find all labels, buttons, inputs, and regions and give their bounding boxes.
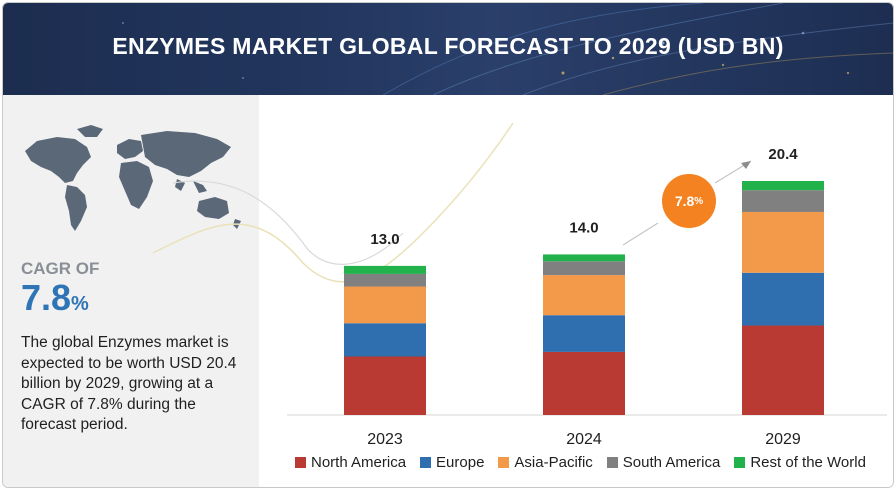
badge-percent-sign: % (694, 195, 704, 207)
page-title: ENZYMES MARKET GLOBAL FORECAST TO 2029 (… (112, 33, 784, 59)
chart-legend: North America Europe Asia-Pacific South Ame… (295, 451, 866, 473)
bar-segment-south-america-2024 (543, 261, 625, 276)
bar-segment-rest-of-the-world-2024 (543, 254, 625, 262)
growth-arrow (622, 160, 752, 246)
legend-label: Europe (436, 453, 485, 471)
legend-item-europe: Europe (420, 454, 484, 471)
cagr-value: 7.8% (21, 277, 89, 319)
legend-swatch (498, 456, 510, 468)
legend-label: North America (311, 453, 407, 471)
bar-segment-asia-pacific-2024 (543, 275, 625, 316)
cagr-badge: 7.8% (662, 174, 716, 228)
legend-swatch (734, 456, 746, 468)
cagr-label: CAGR OF (21, 259, 100, 278)
market-description: The global Enzymes market is expected to… (21, 334, 237, 433)
x-tick-label-2029: 2029 (765, 431, 801, 448)
x-tick-label-2024: 2024 (566, 431, 602, 448)
bar-segment-north-america-2024 (543, 351, 625, 415)
bar-segment-north-america-2029 (742, 325, 824, 415)
cagr-number: 7.8 (21, 277, 72, 318)
bar-group (344, 181, 824, 415)
cagr-percent-sign: % (71, 293, 89, 315)
bar-segment-asia-pacific-2029 (742, 211, 824, 273)
x-tick-label-2023: 2023 (367, 431, 403, 448)
banner-decoration (122, 3, 893, 95)
bar-segment-north-america-2023 (344, 356, 426, 415)
bar-segment-asia-pacific-2023 (344, 286, 426, 324)
bar-segment-south-america-2023 (344, 273, 426, 287)
bar-segment-south-america-2029 (742, 190, 824, 212)
legend-label: Rest of the World (750, 453, 866, 471)
bar-segment-europe-2029 (742, 272, 824, 326)
badge-number: 7.8 (674, 193, 695, 209)
summary-panel: CAGR OF 7.8% The global Enzymes market i… (3, 95, 259, 487)
legend-swatch (420, 456, 432, 468)
total-label-2023: 13.0 (370, 231, 399, 248)
legend-item-rest-of-the-world: Rest of the World (734, 454, 866, 471)
bar-segment-europe-2024 (543, 315, 625, 352)
bar-segment-rest-of-the-world-2029 (742, 181, 824, 191)
arrow-head-icon (741, 161, 751, 169)
label-group: 13.0 2023 14.0 2024 20.4 2029 (367, 146, 801, 448)
total-label-2024: 14.0 (569, 219, 598, 236)
legend-label: South America (622, 453, 721, 471)
legend-item-south-america: South America (606, 453, 721, 471)
bar-segment-rest-of-the-world-2023 (344, 265, 426, 274)
legend-label: Asia-Pacific (514, 453, 593, 471)
legend-item-asia-pacific: Asia-Pacific (498, 453, 593, 471)
legend-swatch (606, 456, 618, 468)
legend-swatch (295, 456, 306, 468)
legend-item-north-america: North America (295, 454, 406, 471)
bar-segment-europe-2023 (344, 323, 426, 357)
decorative-swoosh (152, 122, 514, 283)
total-label-2029: 20.4 (768, 146, 798, 163)
header-banner: ENZYMES MARKET GLOBAL FORECAST TO 2029 (… (3, 3, 893, 95)
stacked-bar-chart: 13.0 2023 14.0 2024 20.4 2029 (152, 122, 887, 448)
world-map-icon (25, 125, 241, 231)
